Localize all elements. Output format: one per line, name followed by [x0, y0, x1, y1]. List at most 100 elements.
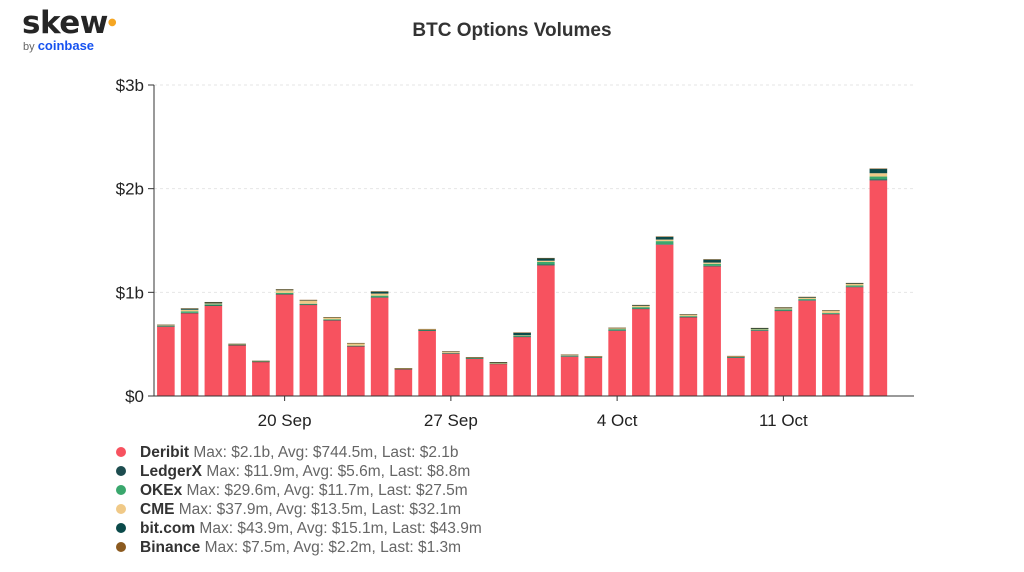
- bar-ledgerx: [442, 353, 460, 354]
- bar-deribit: [323, 320, 341, 396]
- bar-deribit: [703, 266, 721, 396]
- bar-bit-com: [798, 296, 816, 298]
- bar-binance: [275, 289, 294, 290]
- bar-binance: [157, 324, 175, 326]
- x-tick-label: 20 Sep: [258, 411, 312, 430]
- legend-series-stats: Max: $37.9m, Avg: $13.5m, Last: $32.1m: [174, 501, 462, 518]
- bar-stack: [180, 308, 199, 396]
- x-tick-label: 11 Oct: [759, 411, 808, 430]
- bar-deribit: [442, 353, 460, 396]
- bar-binance: [180, 308, 199, 309]
- bar-stack: [157, 324, 175, 396]
- bar-stack: [323, 317, 341, 396]
- bar-okex: [275, 292, 294, 295]
- bar-stack: [394, 368, 413, 396]
- y-tick-label: $0: [125, 387, 144, 406]
- bar-ledgerx: [252, 361, 270, 363]
- bar-deribit: [774, 310, 793, 396]
- bar-cme: [204, 303, 223, 305]
- bar-binance: [204, 301, 223, 303]
- bar-binance: [774, 307, 793, 308]
- legend-item-cme[interactable]: CME Max: $37.9m, Avg: $13.5m, Last: $32.…: [116, 500, 482, 519]
- legend-series-name: CME: [140, 501, 175, 518]
- bar-deribit: [513, 336, 531, 396]
- bar-stack: [869, 168, 888, 396]
- bar-okex: [750, 329, 769, 331]
- bar-binance: [584, 355, 603, 357]
- y-tick-label: $3b: [116, 76, 144, 95]
- bar-cme: [584, 356, 603, 358]
- bar-binance: [513, 332, 531, 333]
- bar-ledgerx: [655, 244, 674, 245]
- bar-ledgerx: [679, 316, 698, 318]
- legend-item-okex[interactable]: OKEx Max: $29.6m, Avg: $11.7m, Last: $27…: [116, 481, 482, 500]
- bar-ledgerx: [489, 363, 508, 365]
- bar-stack: [774, 307, 793, 396]
- bar-deribit: [228, 345, 246, 396]
- bar-cme: [679, 315, 698, 317]
- legend-item-binance[interactable]: Binance Max: $7.5m, Avg: $2.2m, Last: $1…: [116, 538, 482, 557]
- bar-deribit: [845, 287, 864, 396]
- bar-stack: [252, 360, 270, 396]
- bar-okex: [465, 358, 484, 359]
- legend-dot-icon: [116, 446, 126, 457]
- bar-okex: [655, 241, 674, 245]
- x-tick-label: 4 Oct: [597, 411, 638, 430]
- bar-cme: [275, 290, 294, 293]
- logo-text: skew: [22, 5, 108, 41]
- bar-okex: [679, 316, 698, 317]
- bar-cme: [323, 317, 341, 320]
- legend-dot-icon: [116, 484, 126, 495]
- bar-binance: [418, 328, 436, 330]
- bar-deribit: [489, 363, 508, 396]
- legend: Deribit Max: $2.1b, Avg: $744.5m, Last: …: [116, 443, 482, 557]
- bar-okex: [418, 329, 436, 331]
- bar-cme: [703, 262, 721, 264]
- legend-item-deribit[interactable]: Deribit Max: $2.1b, Avg: $744.5m, Last: …: [116, 443, 482, 462]
- legend-item-bit-com[interactable]: bit.com Max: $43.9m, Avg: $15.1m, Last: …: [116, 519, 482, 538]
- bar-deribit: [608, 330, 626, 396]
- bar-deribit: [679, 317, 698, 396]
- legend-item-ledgerx[interactable]: LedgerX Max: $11.9m, Avg: $5.6m, Last: $…: [116, 462, 482, 481]
- bar-ledgerx: [157, 326, 175, 327]
- bar-okex: [252, 361, 270, 362]
- bar-stack: [537, 257, 555, 396]
- bar-cme: [299, 300, 318, 304]
- bar-bit-com: [703, 259, 721, 263]
- bar-okex: [608, 329, 626, 331]
- legend-series-name: bit.com: [140, 520, 196, 537]
- bar-okex: [584, 357, 603, 358]
- bar-okex: [489, 363, 508, 364]
- bar-cme: [370, 293, 389, 296]
- legend-series-name: Deribit: [140, 444, 190, 461]
- bar-okex: [845, 285, 864, 287]
- bar-cme: [750, 329, 769, 330]
- bar-okex: [299, 303, 318, 305]
- bar-ledgerx: [299, 304, 318, 306]
- bar-stack: [418, 328, 436, 396]
- bar-ledgerx: [513, 336, 531, 338]
- bar-cme: [560, 355, 579, 356]
- bar-deribit: [655, 244, 674, 396]
- bar-ledgerx: [727, 357, 745, 358]
- bar-deribit: [632, 308, 650, 396]
- bar-stack: [560, 354, 579, 396]
- bar-cme: [180, 309, 199, 312]
- legend-series-stats: Max: $43.9m, Avg: $15.1m, Last: $43.9m: [195, 520, 482, 537]
- bar-stack: [608, 327, 626, 396]
- bar-ledgerx: [584, 357, 603, 358]
- bar-okex: [204, 304, 223, 306]
- bar-bit-com: [513, 332, 531, 336]
- bar-ledgerx: [822, 313, 840, 315]
- bar-deribit: [370, 297, 389, 396]
- bar-okex: [869, 176, 888, 180]
- bar-ledgerx: [228, 344, 246, 346]
- skew-logo: skew● by coinbase: [22, 5, 117, 53]
- bar-binance: [727, 355, 745, 357]
- y-tick-label: $2b: [116, 180, 144, 199]
- bar-stack: [228, 343, 246, 396]
- bar-okex: [537, 261, 555, 265]
- bar-binance: [537, 257, 555, 259]
- bar-binance: [845, 282, 864, 284]
- bar-okex: [703, 263, 721, 266]
